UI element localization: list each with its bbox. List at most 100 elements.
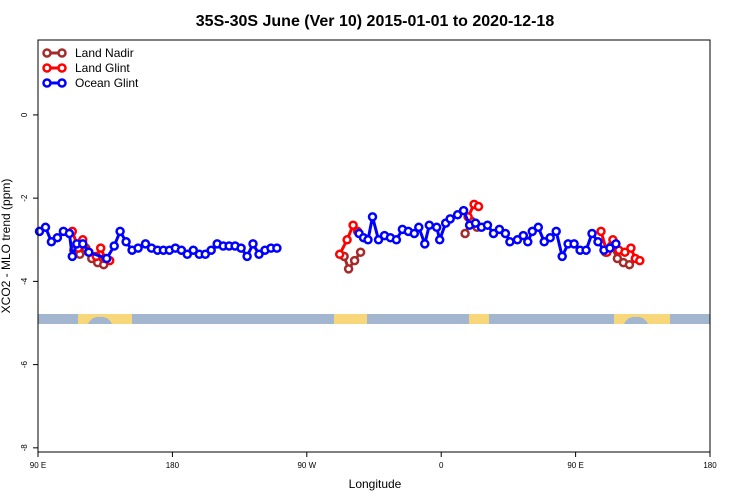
land-nadir-point-1-2 <box>349 255 360 266</box>
ocean-glint-point-0-12 <box>115 226 125 237</box>
ocean-glint-point-1-40 <box>581 245 591 255</box>
x-axis-label: Longitude <box>349 477 402 491</box>
ocean-glint-point-1-12 <box>420 239 430 249</box>
series-layer <box>34 199 645 274</box>
legend-marker-land-nadir-a <box>42 48 52 58</box>
y-tick-label-4: -8 <box>20 444 29 452</box>
x-tick-label-5: 180 <box>703 461 717 470</box>
ocean-glint-point-0-33 <box>242 251 252 262</box>
ocean-glint-point-1-45 <box>611 239 621 249</box>
ocean-glint-point-1-18 <box>452 210 463 220</box>
y-tick-label-1: -2 <box>20 194 29 202</box>
chart-title: 35S-30S June (Ver 10) 2015-01-01 to 2020… <box>196 13 555 30</box>
ocean-glint-point-0-34 <box>248 239 258 249</box>
land-glint-point-1-2 <box>348 220 358 230</box>
ocean-glint-point-1-44 <box>605 243 615 253</box>
land-nadir-point-3-4 <box>624 259 635 270</box>
land-glint-point-0-5 <box>95 243 106 253</box>
ocean-glint-point-0-23 <box>182 249 193 260</box>
ocean-glint-point-1-35 <box>551 226 561 237</box>
ocean-glint-point-0-16 <box>140 239 151 249</box>
legend-label-land-nadir: Land Nadir <box>75 46 134 60</box>
ocean-glint-point-1-30 <box>523 237 533 247</box>
x-tick-label-1: 180 <box>166 461 180 470</box>
ocean-glint-point-1-2 <box>363 235 373 245</box>
ocean-glint-point-1-10 <box>409 228 420 239</box>
x-tick-label-3: 0 <box>439 461 444 470</box>
legend-marker-land-glint-b <box>57 63 67 73</box>
y-tick-label-2: -4 <box>20 277 29 285</box>
ocean-glint-point-0-1 <box>40 222 51 233</box>
land-nadir-point-2-0 <box>460 228 470 239</box>
ocean-glint-point-1-19 <box>458 205 469 216</box>
ocean-glint-point-1-26 <box>500 228 511 239</box>
land-band-africa <box>469 314 489 324</box>
ocean-glint-point-0-13 <box>121 237 131 247</box>
legend-label-ocean-glint: Ocean Glint <box>75 76 139 90</box>
ocean-glint-point-1-29 <box>518 230 529 241</box>
x-axis: 90 E 180 90 W 0 90 E 180 <box>30 452 717 470</box>
land-glint-point-1-0 <box>334 249 345 260</box>
land-glint-point-2-2 <box>473 201 484 212</box>
ocean-glint-point-0-27 <box>206 245 216 255</box>
ocean-glint-point-0-32 <box>236 243 246 253</box>
ocean-glint-point-1-25 <box>494 224 505 235</box>
ocean-glint-point-0-35 <box>254 249 264 260</box>
legend-marker-ocean-glint-a <box>42 78 52 88</box>
ocean-glint-point-0-11 <box>109 241 119 251</box>
land-nadir-line-1 <box>342 251 362 271</box>
legend-marker-ocean-glint-b <box>57 78 67 88</box>
ocean-glint-point-1-11 <box>414 222 424 233</box>
y-axis: 0 -2 -4 -6 -8 <box>20 112 38 451</box>
land-glint-point-3-4 <box>620 247 630 257</box>
land-glint-point-3-7 <box>635 255 645 266</box>
x-tick-label-0: 90 E <box>30 461 46 470</box>
legend-marker-land-glint-a <box>42 63 52 73</box>
ocean-glint-point-1-3 <box>367 212 378 222</box>
ocean-glint-point-1-13 <box>424 220 435 230</box>
ocean-glint-point-1-7 <box>391 235 402 245</box>
land-nadir-point-1-1 <box>343 264 354 274</box>
ocean-glint-point-1-38 <box>569 239 579 249</box>
ocean-glint-point-0-38 <box>272 243 282 253</box>
ocean-glint-point-0-22 <box>176 245 187 255</box>
ocean-glint-point-0-5 <box>64 228 75 239</box>
ocean-glint-point-0-15 <box>133 243 143 253</box>
surface-type-band <box>38 314 710 324</box>
y-axis-label: XCO2 - MLO trend (ppm) <box>0 179 13 314</box>
ocean-glint-point-1-15 <box>434 235 445 245</box>
land-glint-point-3-0 <box>596 226 606 237</box>
ocean-glint-point-0-10 <box>101 253 112 264</box>
ocean-glint-point-0-2 <box>46 237 57 247</box>
ocean-glint-point-1-34 <box>545 232 555 243</box>
ocean-glint-point-1-31 <box>527 226 538 237</box>
y-tick-label-0: 0 <box>20 112 29 117</box>
land-glint-point-3-5 <box>626 243 636 253</box>
ocean-glint-point-1-21 <box>470 218 481 228</box>
land-nadir-point-3-2 <box>612 253 623 264</box>
land-band-south-america <box>334 314 367 324</box>
ocean-glint-point-0-9 <box>84 247 94 257</box>
land-band-detail <box>88 316 112 324</box>
ocean-glint-point-1-28 <box>512 235 523 245</box>
ocean-glint-point-0-24 <box>188 245 199 255</box>
legend-label-land-glint: Land Glint <box>75 61 130 75</box>
legend-marker-land-nadir-b <box>57 48 67 58</box>
land-nadir-point-1-3 <box>355 247 366 257</box>
ocean-glint-point-1-23 <box>482 220 493 230</box>
ocean-glint-point-1-42 <box>593 237 603 247</box>
ocean-glint-point-1-27 <box>505 237 515 247</box>
ocean-band <box>38 314 710 324</box>
y-tick-label-3: -6 <box>20 361 29 369</box>
ocean-glint-point-0-6 <box>67 251 78 262</box>
x-tick-label-4: 90 E <box>567 461 583 470</box>
ocean-glint-point-0-3 <box>52 232 63 243</box>
ocean-glint-point-1-32 <box>533 222 544 233</box>
ocean-glint-point-1-4 <box>373 235 384 245</box>
ocean-glint-point-1-41 <box>587 228 597 239</box>
ocean-glint-point-1-33 <box>539 237 549 247</box>
ocean-glint-point-1-17 <box>445 214 455 224</box>
ocean-glint-point-1-36 <box>557 251 567 262</box>
